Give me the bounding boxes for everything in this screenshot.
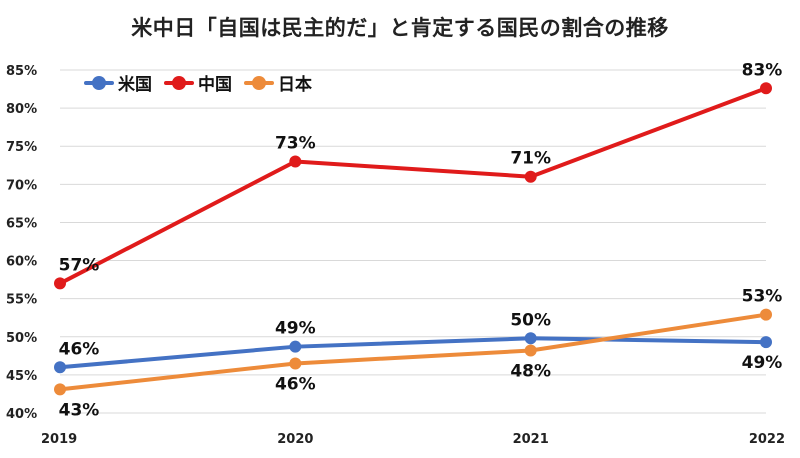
- legend-item-us: 米国: [84, 70, 152, 95]
- x-tick-label: 2021: [513, 432, 549, 447]
- y-tick-label: 75%: [6, 140, 37, 155]
- data-point-1-0: [54, 277, 66, 290]
- legend-item-china: 中国: [164, 70, 232, 95]
- data-label-1-2: 71%: [510, 149, 551, 169]
- y-tick-label: 40%: [6, 407, 37, 422]
- series-line-1: [58, 86, 768, 286]
- legend-swatch-us: [84, 75, 114, 90]
- data-label-0-1: 49%: [275, 319, 316, 339]
- legend-swatch-japan: [244, 75, 274, 90]
- data-label-2-0: 43%: [59, 400, 100, 420]
- legend-item-japan: 日本: [244, 70, 312, 95]
- data-label-2-2: 48%: [510, 361, 551, 381]
- data-point-1-2: [524, 170, 537, 183]
- data-label-1-3: 83%: [742, 60, 783, 80]
- data-point-2-0: [54, 383, 66, 396]
- data-point-2-3: [760, 308, 772, 321]
- y-tick-label: 85%: [6, 64, 37, 79]
- y-tick-label: 50%: [6, 331, 37, 346]
- data-point-1-1: [289, 155, 302, 168]
- data-label-1-0: 57%: [59, 255, 100, 275]
- chart-title: 米中日「自国は民主的だ」と肯定する国民の割合の推移: [131, 16, 669, 40]
- y-axis-ticks: 40% 45% 50% 55% 60% 65% 70% 75% 80% 85%: [6, 64, 37, 422]
- legend-swatch-china: [164, 75, 194, 90]
- y-tick-label: 70%: [6, 178, 37, 193]
- data-label-0-0: 46%: [59, 339, 100, 359]
- y-tick-label: 45%: [6, 369, 37, 384]
- data-point-1-3: [760, 82, 772, 95]
- data-point-0-0: [54, 361, 66, 374]
- data-label-layer: 46% 49% 50% 49% 57% 73% 71% 83% 43% 46% 48% 53%: [59, 60, 783, 420]
- y-tick-label: 80%: [6, 102, 37, 117]
- legend-label-china: 中国: [198, 75, 232, 95]
- grid-layer: [60, 69, 766, 414]
- legend: 米国 中国 日本: [84, 70, 312, 95]
- data-label-2-1: 46%: [275, 374, 316, 394]
- data-label-1-1: 73%: [275, 133, 316, 153]
- data-label-0-3: 49%: [742, 353, 783, 373]
- legend-label-japan: 日本: [278, 75, 312, 95]
- data-point-0-3: [760, 336, 772, 349]
- data-point-0-2: [524, 332, 537, 345]
- data-point-0-1: [289, 340, 302, 353]
- y-tick-label: 55%: [6, 293, 37, 308]
- series-line-0: [58, 336, 768, 370]
- series-line-2: [58, 312, 768, 392]
- y-tick-label: 65%: [6, 216, 37, 231]
- data-point-2-2: [524, 344, 537, 357]
- series-layer: [54, 82, 772, 396]
- x-tick-label: 2022: [749, 432, 785, 447]
- x-axis-ticks: 2019 2020 2021 2022: [41, 432, 785, 447]
- legend-marker-china: [172, 75, 186, 90]
- legend-marker-japan: [252, 75, 266, 90]
- data-label-0-2: 50%: [510, 310, 551, 330]
- legend-label-us: 米国: [118, 75, 152, 95]
- legend-marker-us: [92, 75, 106, 90]
- data-label-2-3: 53%: [742, 287, 783, 307]
- x-tick-label: 2020: [277, 432, 313, 447]
- x-tick-label: 2019: [41, 432, 77, 447]
- data-point-2-1: [289, 357, 302, 370]
- y-tick-label: 60%: [6, 255, 37, 270]
